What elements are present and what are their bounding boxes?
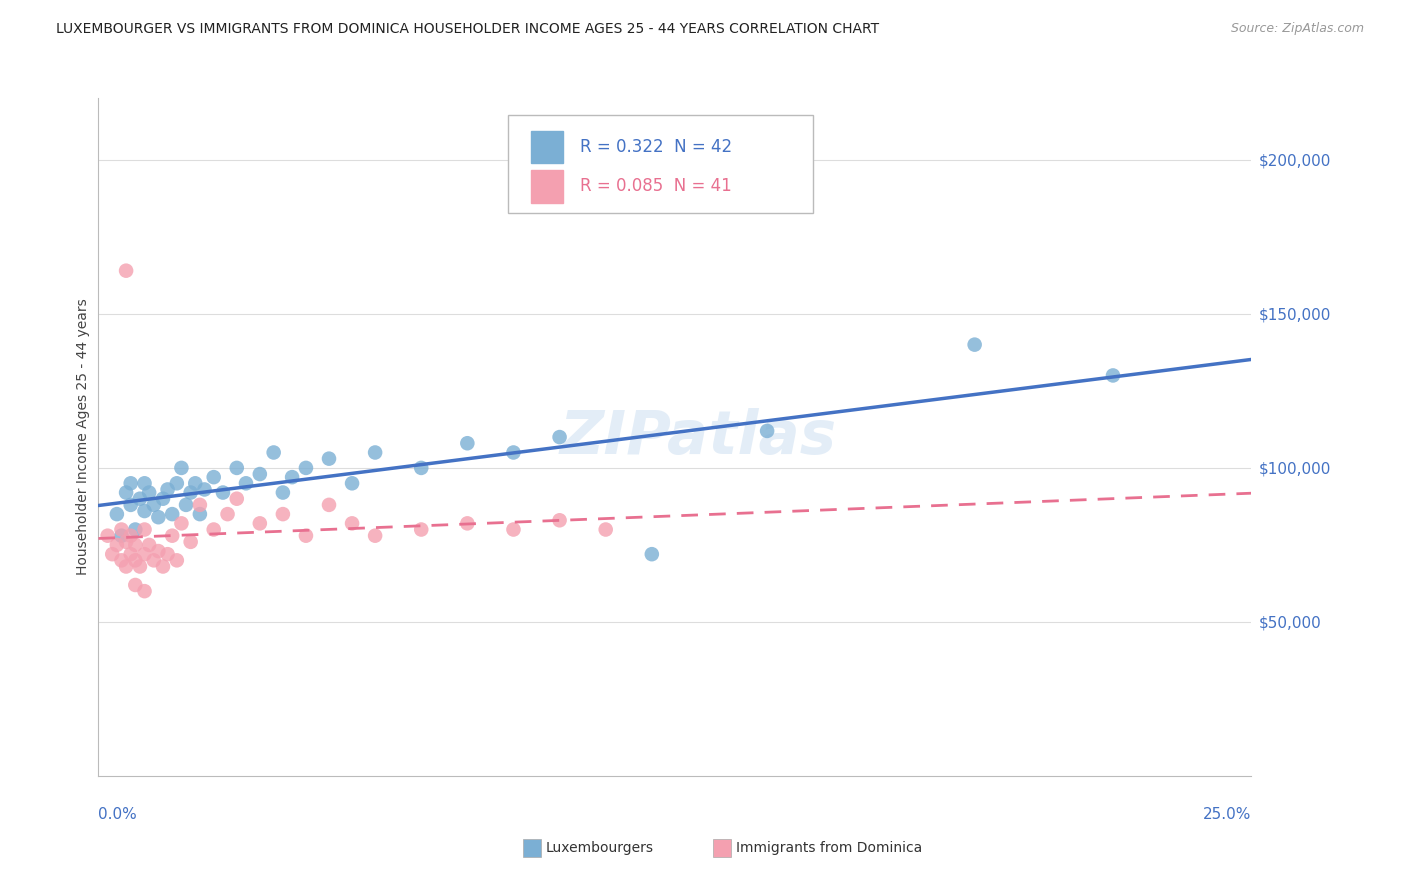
Point bbox=[101, 547, 124, 561]
Point bbox=[249, 467, 271, 481]
Text: Immigrants from Dominica: Immigrants from Dominica bbox=[735, 841, 922, 855]
Point bbox=[340, 476, 363, 491]
Bar bbox=[713, 839, 731, 857]
Text: LUXEMBOURGER VS IMMIGRANTS FROM DOMINICA HOUSEHOLDER INCOME AGES 25 - 44 YEARS C: LUXEMBOURGER VS IMMIGRANTS FROM DOMINICA… bbox=[56, 22, 879, 37]
Point bbox=[963, 337, 986, 351]
Point bbox=[120, 547, 142, 561]
Point bbox=[202, 470, 225, 484]
Point bbox=[124, 523, 146, 537]
Point bbox=[295, 529, 318, 543]
Text: Luxembourgers: Luxembourgers bbox=[546, 841, 654, 855]
Point bbox=[188, 507, 211, 521]
Point bbox=[120, 476, 142, 491]
Text: 0.0%: 0.0% bbox=[98, 806, 138, 822]
Point bbox=[641, 547, 664, 561]
Point bbox=[152, 559, 174, 574]
Point bbox=[502, 523, 524, 537]
Point bbox=[129, 491, 152, 506]
Point bbox=[148, 544, 170, 558]
Point bbox=[249, 516, 271, 531]
Point bbox=[1102, 368, 1125, 383]
Point bbox=[115, 534, 138, 549]
Text: 25.0%: 25.0% bbox=[1204, 806, 1251, 822]
Point bbox=[318, 498, 340, 512]
Point bbox=[110, 529, 132, 543]
Point bbox=[97, 529, 120, 543]
Point bbox=[456, 436, 478, 450]
Point bbox=[756, 424, 779, 438]
Point bbox=[170, 461, 193, 475]
Y-axis label: Householder Income Ages 25 - 44 years: Householder Income Ages 25 - 44 years bbox=[76, 299, 90, 575]
Point bbox=[225, 461, 247, 475]
Point bbox=[120, 529, 142, 543]
Point bbox=[271, 507, 294, 521]
Point bbox=[170, 516, 193, 531]
Text: R = 0.085  N = 41: R = 0.085 N = 41 bbox=[581, 178, 733, 195]
Point bbox=[110, 553, 132, 567]
Point bbox=[225, 491, 247, 506]
Point bbox=[217, 507, 239, 521]
Point bbox=[160, 507, 183, 521]
Point bbox=[156, 547, 179, 561]
Point bbox=[134, 523, 156, 537]
Text: Source: ZipAtlas.com: Source: ZipAtlas.com bbox=[1230, 22, 1364, 36]
Point bbox=[456, 516, 478, 531]
Point bbox=[174, 498, 197, 512]
Point bbox=[502, 445, 524, 459]
Point bbox=[124, 553, 146, 567]
Bar bbox=[531, 130, 562, 163]
Point bbox=[115, 485, 138, 500]
Point bbox=[193, 483, 215, 497]
Point bbox=[148, 510, 170, 524]
FancyBboxPatch shape bbox=[508, 115, 813, 213]
Point bbox=[134, 584, 156, 599]
Point bbox=[166, 476, 188, 491]
Point bbox=[120, 498, 142, 512]
Point bbox=[411, 523, 433, 537]
Point bbox=[340, 516, 363, 531]
Point bbox=[166, 553, 188, 567]
Point bbox=[548, 513, 571, 527]
Point bbox=[129, 559, 152, 574]
Point bbox=[188, 498, 211, 512]
Point bbox=[595, 523, 617, 537]
Point bbox=[202, 523, 225, 537]
Point bbox=[295, 461, 318, 475]
Bar bbox=[531, 170, 562, 202]
Point bbox=[115, 263, 138, 277]
Point bbox=[134, 547, 156, 561]
Point bbox=[364, 529, 387, 543]
Point bbox=[180, 485, 202, 500]
Point bbox=[184, 476, 207, 491]
Point bbox=[212, 485, 235, 500]
Point bbox=[124, 538, 146, 552]
Point bbox=[152, 491, 174, 506]
Bar bbox=[523, 839, 541, 857]
Text: R = 0.322  N = 42: R = 0.322 N = 42 bbox=[581, 138, 733, 156]
Point bbox=[138, 538, 160, 552]
Point bbox=[134, 504, 156, 518]
Point bbox=[142, 498, 165, 512]
Point bbox=[411, 461, 433, 475]
Point bbox=[156, 483, 179, 497]
Point bbox=[281, 470, 304, 484]
Point bbox=[142, 553, 165, 567]
Point bbox=[138, 485, 160, 500]
Point bbox=[364, 445, 387, 459]
Point bbox=[115, 559, 138, 574]
Point bbox=[235, 476, 257, 491]
Point bbox=[160, 529, 183, 543]
Point bbox=[180, 534, 202, 549]
Point bbox=[105, 507, 128, 521]
Point bbox=[318, 451, 340, 466]
Point bbox=[548, 430, 571, 444]
Point bbox=[124, 578, 146, 592]
Point bbox=[134, 476, 156, 491]
Point bbox=[271, 485, 294, 500]
Point bbox=[105, 538, 128, 552]
Point bbox=[263, 445, 285, 459]
Point bbox=[110, 523, 132, 537]
Text: ZIPatlas: ZIPatlas bbox=[560, 408, 837, 467]
